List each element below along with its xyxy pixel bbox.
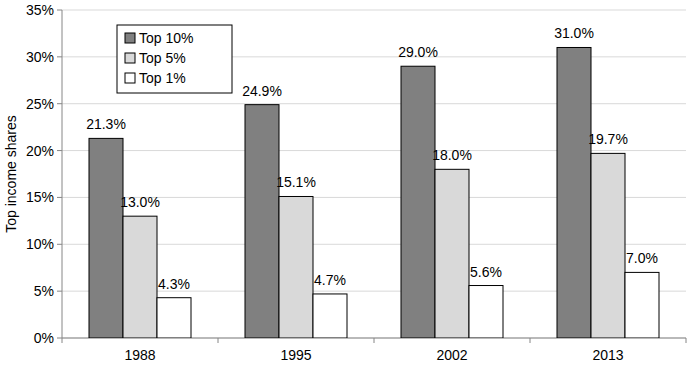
- tick-mark: [218, 338, 219, 343]
- tick-label: 0%: [34, 330, 54, 346]
- bar: [401, 66, 435, 338]
- tick-mark: [57, 197, 62, 198]
- legend-box: [117, 25, 232, 93]
- bar: [245, 105, 279, 338]
- data-label: 5.6%: [470, 264, 502, 280]
- tick-label: 35%: [26, 2, 54, 18]
- legend-swatch: [125, 33, 135, 43]
- y-axis: 0% 5% 10% 15% 20% 25% 30% 35%: [26, 2, 686, 346]
- data-label: 21.3%: [86, 116, 126, 132]
- bar: [123, 216, 157, 338]
- bar: [469, 286, 503, 338]
- grid-line: [62, 103, 686, 104]
- tick-mark: [62, 338, 63, 343]
- data-labels: 21.3% 24.9% 29.0% 31.0% 13.0% 15.1% 18.0% 19.7%…: [86, 25, 658, 291]
- tick-mark: [530, 338, 531, 343]
- bar: [435, 169, 469, 338]
- tick-mark: [57, 244, 62, 245]
- tick-mark: [57, 150, 62, 151]
- tick-label: 20%: [26, 143, 54, 159]
- data-label: 4.7%: [314, 272, 346, 288]
- category-label: 2002: [436, 347, 467, 363]
- x-axis: 1988 1995 2002 2013: [62, 338, 686, 363]
- tick-label: 5%: [34, 283, 54, 299]
- data-label: 4.3%: [158, 276, 190, 292]
- category-label: 2013: [592, 347, 623, 363]
- tick-mark: [374, 338, 375, 343]
- category-label: 1988: [124, 347, 155, 363]
- bar: [591, 153, 625, 338]
- legend-label: Top 10%: [139, 30, 193, 46]
- tick-label: 15%: [26, 189, 54, 205]
- bar: [313, 294, 347, 338]
- category-label: 1995: [280, 347, 311, 363]
- legend-swatch: [125, 53, 135, 63]
- data-label: 18.0%: [432, 147, 472, 163]
- page: {"chart_data": { "type": "bar", "y_label…: [0, 0, 690, 372]
- chart: 0% 5% 10% 15% 20% 25% 30% 35% Top income shares 1…: [0, 0, 690, 372]
- bar: [557, 47, 591, 338]
- data-label: 19.7%: [588, 131, 628, 147]
- tick-mark: [57, 338, 62, 339]
- bar: [157, 298, 191, 338]
- grid-line: [62, 10, 686, 11]
- legend-swatch: [125, 73, 135, 83]
- bar: [279, 196, 313, 338]
- bar: [89, 138, 123, 338]
- legend-label: Top 1%: [139, 70, 186, 86]
- data-label: 24.9%: [242, 83, 282, 99]
- tick-label: 10%: [26, 236, 54, 252]
- legend-label: Top 5%: [139, 50, 186, 66]
- data-label: 7.0%: [626, 250, 658, 266]
- axis-title: Top income shares: [3, 115, 19, 233]
- tick-label: 30%: [26, 49, 54, 65]
- data-label: 13.0%: [120, 194, 160, 210]
- tick-label: 25%: [26, 96, 54, 112]
- data-label: 31.0%: [554, 25, 594, 41]
- legend: Top 10% Top 5% Top 1%: [117, 25, 232, 93]
- tick-mark: [57, 291, 62, 292]
- grid-line: [62, 150, 686, 151]
- data-label: 15.1%: [276, 174, 316, 190]
- data-label: 29.0%: [398, 44, 438, 60]
- tick-mark: [57, 56, 62, 57]
- axis-line: [62, 10, 63, 338]
- tick-mark: [57, 103, 62, 104]
- tick-mark: [686, 338, 687, 343]
- bar: [625, 272, 659, 338]
- tick-mark: [57, 10, 62, 11]
